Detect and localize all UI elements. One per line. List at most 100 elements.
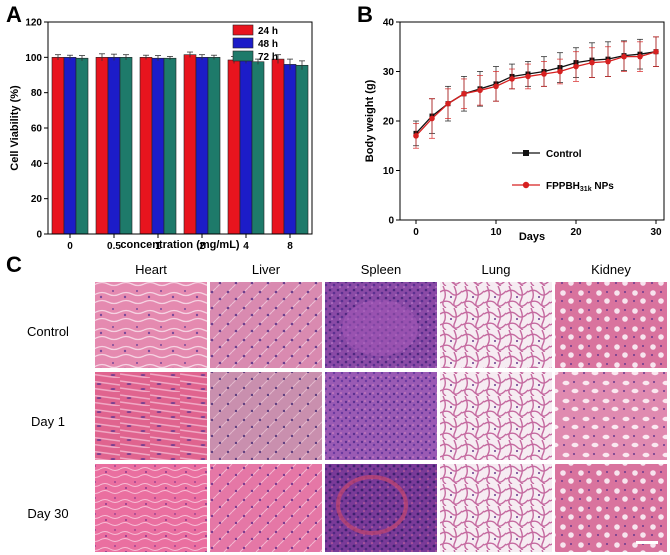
chart-b-point	[557, 68, 563, 75]
chart-a-ytick-label: 0	[36, 230, 42, 241]
tile-liver-control	[210, 282, 322, 368]
chart-a-bar	[75, 57, 89, 235]
chart-a-ytick-label: 20	[31, 194, 43, 205]
chart-a-bar	[163, 57, 177, 235]
chart-a-bar	[51, 57, 65, 235]
chart-b-legend: Control FPPBH31k NPs	[512, 149, 614, 193]
chart-a-xtick-label: 2	[199, 241, 205, 252]
chart-a-bar	[63, 57, 77, 235]
tile-kidney-day1	[555, 372, 667, 460]
tile-heart-day1	[95, 372, 207, 460]
chart-a-ytick-label: 100	[25, 53, 42, 64]
chart-a-xtick-label: 0	[67, 241, 73, 252]
chart-a-xtick-label: 4	[243, 241, 249, 252]
chart-b-ytick-label: 10	[383, 166, 395, 177]
chart-a-bar	[139, 57, 153, 235]
col-header-heart: Heart	[135, 262, 167, 277]
scale-bar	[636, 541, 658, 544]
chart-b-ytick-label: 30	[383, 67, 395, 78]
row-header-day30: Day 30	[27, 506, 68, 521]
chart-b-series-line	[415, 51, 657, 137]
legend-control-label: Control	[546, 149, 582, 160]
chart-a-legend-label: 24 h	[258, 26, 278, 37]
chart-b-xtick-label: 10	[490, 227, 502, 238]
chart-b-xtick-label: 20	[570, 227, 582, 238]
tile-kidney-control	[555, 282, 667, 368]
chart-b-xlabel: Days	[519, 231, 545, 243]
tile-spleen-day30-zone	[336, 475, 408, 535]
chart-b-ytick-label: 20	[383, 117, 395, 128]
chart-a-ytick-label: 80	[31, 88, 43, 99]
chart-b-ytick-label: 40	[383, 18, 395, 29]
tile-lung-day30	[440, 464, 552, 552]
chart-b-point	[637, 53, 643, 60]
chart-b-point	[653, 48, 659, 55]
chart-b-point	[541, 71, 547, 77]
chart-a-ytick-label: 120	[25, 18, 42, 29]
chart-a-legend-swatch	[232, 37, 254, 49]
col-header-spleen: Spleen	[361, 262, 401, 277]
chart-b-point	[477, 87, 483, 94]
chart-b-point	[573, 63, 579, 70]
chart-a-bar	[107, 57, 121, 235]
chart-b-point	[461, 90, 467, 97]
legend-nps-label: FPPBH31k NPs	[546, 181, 614, 193]
chart-a-xtick-label: 8	[287, 241, 293, 252]
chart-a-bar	[295, 64, 309, 235]
chart-a-ylabel: Cell Viability (%)	[9, 85, 21, 171]
chart-a-bar	[119, 57, 133, 235]
chart-a-bar	[227, 59, 241, 235]
chart-a-legend-swatch	[232, 50, 254, 62]
tile-heart-control	[95, 282, 207, 368]
chart-a-xtick-label: 1	[155, 241, 161, 252]
chart-a-bar	[207, 57, 221, 235]
panel-label-a: A	[6, 2, 22, 27]
tile-liver-day1	[210, 372, 322, 460]
chart-b-point	[509, 76, 515, 82]
chart-b-point	[525, 73, 531, 80]
chart-b-point	[589, 59, 595, 66]
tile-lung-day1	[440, 372, 552, 460]
histology-grid: Heart Liver Spleen Lung Kidney Control D…	[27, 262, 667, 552]
col-header-lung: Lung	[482, 262, 511, 277]
chart-b-point	[445, 100, 451, 107]
chart-a-bar	[239, 59, 253, 235]
chart-b-point	[493, 83, 499, 90]
chart-b-point	[621, 53, 627, 60]
chart-a-ytick-label: 40	[31, 159, 43, 170]
chart-a-bar	[283, 64, 297, 235]
col-header-kidney: Kidney	[591, 262, 631, 277]
panel-label-b: B	[357, 2, 373, 27]
chart-a-legend-label: 48 h	[258, 39, 278, 50]
col-header-liver: Liver	[252, 262, 281, 277]
panel-label-c: C	[6, 252, 22, 277]
chart-b-frame	[399, 21, 665, 221]
legend-control-marker	[523, 150, 529, 156]
chart-a-bar	[195, 57, 209, 235]
chart-a-bar	[271, 58, 285, 235]
chart-b-ytick-label: 0	[388, 216, 394, 227]
tile-spleen-day1	[325, 372, 437, 460]
chart-b-point	[429, 115, 435, 122]
chart-a-bar	[151, 57, 165, 235]
chart-a-legend-swatch	[232, 24, 254, 36]
tile-liver-day30	[210, 464, 322, 552]
tile-lung-control	[440, 282, 552, 368]
chart-b-ylabel: Body weight (g)	[364, 79, 376, 162]
chart-a-bar	[251, 61, 265, 235]
chart-a-xlabel: concentration (mg/mL)	[120, 239, 240, 251]
tile-spleen-control-follicle	[342, 300, 418, 356]
chart-a-legend-label: 72 h	[258, 52, 278, 63]
chart-a-xtick-label: 0.5	[107, 241, 121, 252]
tile-heart-day30	[95, 464, 207, 552]
legend-nps-marker	[522, 181, 530, 189]
row-header-day1: Day 1	[31, 414, 65, 429]
chart-a-ytick-label: 60	[31, 124, 43, 135]
chart-b: 0 10 20 30 40 0 10 20 30 Days Body weight (g) C…	[364, 18, 665, 243]
tile-kidney-day30	[555, 464, 667, 552]
row-header-control: Control	[27, 324, 69, 339]
chart-b-xtick-label: 0	[413, 227, 419, 238]
chart-b-series-line	[415, 51, 657, 134]
chart-b-point	[413, 133, 419, 139]
